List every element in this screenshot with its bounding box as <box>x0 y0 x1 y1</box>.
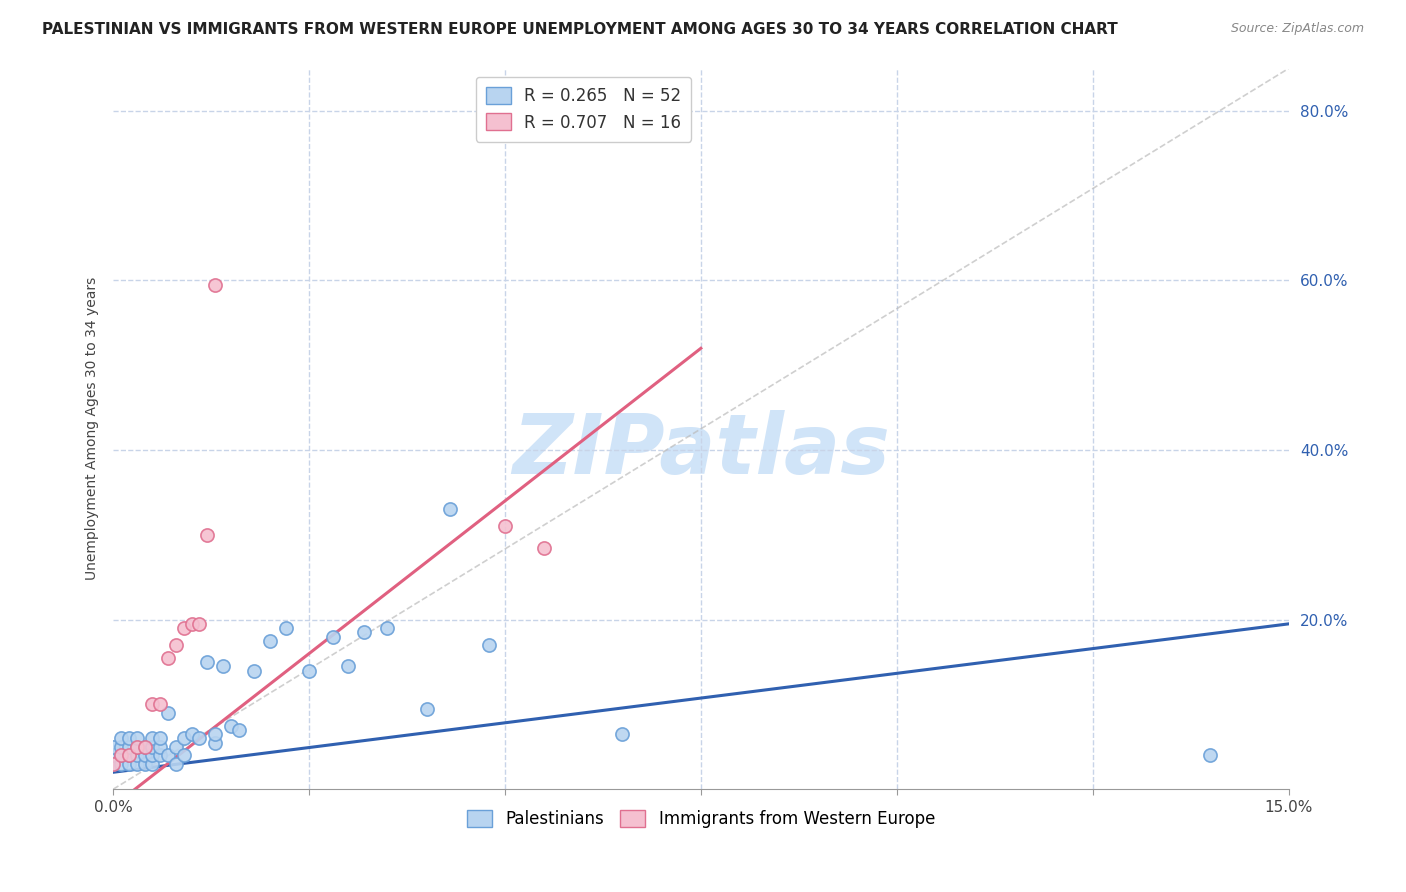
Point <box>134 748 156 763</box>
Point <box>118 748 141 763</box>
Point <box>173 731 195 746</box>
Point <box>125 731 148 746</box>
Point <box>188 731 211 746</box>
Point <box>141 739 163 754</box>
Point <box>180 616 202 631</box>
Point <box>494 519 516 533</box>
Point <box>157 706 180 720</box>
Point <box>125 756 148 771</box>
Point <box>274 621 297 635</box>
Point <box>141 731 163 746</box>
Point <box>322 630 344 644</box>
Point <box>118 731 141 746</box>
Point <box>165 638 187 652</box>
Point <box>165 739 187 754</box>
Point <box>110 756 132 771</box>
Point <box>195 655 218 669</box>
Point <box>204 735 226 749</box>
Text: ZIPatlas: ZIPatlas <box>512 410 890 491</box>
Point <box>149 731 172 746</box>
Point <box>188 616 211 631</box>
Point <box>353 625 375 640</box>
Point <box>173 621 195 635</box>
Legend: Palestinians, Immigrants from Western Europe: Palestinians, Immigrants from Western Eu… <box>460 804 942 835</box>
Point <box>141 756 163 771</box>
Point <box>219 718 242 732</box>
Point <box>204 277 226 292</box>
Point <box>125 739 148 754</box>
Point <box>157 748 180 763</box>
Point <box>118 756 141 771</box>
Point <box>204 727 226 741</box>
Point <box>125 739 148 754</box>
Point <box>478 638 501 652</box>
Point <box>259 633 281 648</box>
Point <box>1199 748 1222 763</box>
Point <box>212 659 235 673</box>
Point <box>195 528 218 542</box>
Point <box>110 748 132 763</box>
Point <box>149 739 172 754</box>
Point <box>157 650 180 665</box>
Point <box>149 698 172 712</box>
Point <box>110 739 132 754</box>
Point <box>103 739 125 754</box>
Point <box>103 748 125 763</box>
Point <box>612 727 634 741</box>
Point <box>298 664 321 678</box>
Point <box>103 756 125 771</box>
Text: Source: ZipAtlas.com: Source: ZipAtlas.com <box>1230 22 1364 36</box>
Point <box>103 756 125 771</box>
Point <box>377 621 399 635</box>
Point <box>118 748 141 763</box>
Point <box>533 541 555 555</box>
Point <box>149 748 172 763</box>
Point <box>110 731 132 746</box>
Point <box>337 659 360 673</box>
Text: PALESTINIAN VS IMMIGRANTS FROM WESTERN EUROPE UNEMPLOYMENT AMONG AGES 30 TO 34 Y: PALESTINIAN VS IMMIGRANTS FROM WESTERN E… <box>42 22 1118 37</box>
Point <box>415 701 437 715</box>
Point <box>141 748 163 763</box>
Point <box>165 756 187 771</box>
Point <box>173 748 195 763</box>
Point <box>110 748 132 763</box>
Point <box>243 664 266 678</box>
Point <box>134 739 156 754</box>
Y-axis label: Unemployment Among Ages 30 to 34 years: Unemployment Among Ages 30 to 34 years <box>86 277 100 581</box>
Point <box>228 723 250 737</box>
Point <box>141 698 163 712</box>
Point <box>439 502 461 516</box>
Point <box>134 739 156 754</box>
Point <box>118 739 141 754</box>
Point <box>180 727 202 741</box>
Point <box>134 756 156 771</box>
Point <box>125 748 148 763</box>
